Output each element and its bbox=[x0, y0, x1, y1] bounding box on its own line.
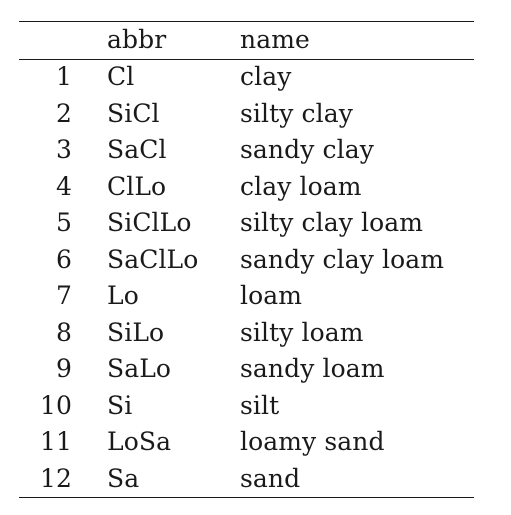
row-name: clay loam bbox=[240, 172, 362, 201]
row-abbr: SaClLo bbox=[107, 245, 199, 274]
table-row: 8 SiLo silty loam bbox=[19, 315, 474, 351]
row-index: 5 bbox=[55, 208, 72, 237]
row-index: 7 bbox=[55, 281, 72, 310]
row-name: sandy loam bbox=[240, 354, 385, 383]
table-row: 6 SaClLo sandy clay loam bbox=[19, 242, 474, 278]
table-row: 11 LoSa loamy sand bbox=[19, 424, 474, 460]
table-header-row: abbr name bbox=[19, 22, 474, 58]
row-abbr: SiClLo bbox=[107, 208, 192, 237]
header-abbr: abbr bbox=[107, 25, 167, 54]
row-index: 10 bbox=[39, 391, 72, 420]
table-row: 4 ClLo clay loam bbox=[19, 169, 474, 205]
row-name: sand bbox=[240, 464, 301, 493]
row-name: silt bbox=[240, 391, 280, 420]
row-name: silty clay loam bbox=[240, 208, 424, 237]
row-abbr: SaCl bbox=[107, 135, 167, 164]
row-abbr: ClLo bbox=[107, 172, 167, 201]
row-name: silty loam bbox=[240, 318, 364, 347]
row-index: 3 bbox=[55, 135, 72, 164]
row-index: 1 bbox=[55, 62, 72, 91]
table-bottom-rule bbox=[19, 497, 474, 499]
row-abbr: Sa bbox=[107, 464, 140, 493]
table-row: 7 Lo loam bbox=[19, 278, 474, 314]
row-name: silty clay bbox=[240, 99, 353, 128]
row-index: 11 bbox=[39, 427, 72, 456]
table-row: 12 Sa sand bbox=[19, 461, 474, 497]
table-row: 10 Si silt bbox=[19, 388, 474, 424]
row-name: sandy clay bbox=[240, 135, 374, 164]
row-index: 2 bbox=[55, 99, 72, 128]
table-row: 5 SiClLo silty clay loam bbox=[19, 205, 474, 241]
row-abbr: Cl bbox=[107, 62, 135, 91]
table-row: 1 Cl clay bbox=[19, 59, 474, 95]
table-header-rule bbox=[19, 59, 474, 60]
table-row: 3 SaCl sandy clay bbox=[19, 132, 474, 168]
row-name: loam bbox=[240, 281, 303, 310]
row-index: 8 bbox=[55, 318, 72, 347]
row-abbr: LoSa bbox=[107, 427, 172, 456]
row-abbr: SiLo bbox=[107, 318, 165, 347]
row-abbr: Si bbox=[107, 391, 133, 420]
row-index: 9 bbox=[55, 354, 72, 383]
row-abbr: SiCl bbox=[107, 99, 160, 128]
row-index: 6 bbox=[55, 245, 72, 274]
row-index: 4 bbox=[55, 172, 72, 201]
row-abbr: SaLo bbox=[107, 354, 172, 383]
row-abbr: Lo bbox=[107, 281, 139, 310]
row-name: loamy sand bbox=[240, 427, 385, 456]
row-name: sandy clay loam bbox=[240, 245, 445, 274]
header-name: name bbox=[240, 25, 310, 54]
table-row: 2 SiCl silty clay bbox=[19, 96, 474, 132]
row-index: 12 bbox=[39, 464, 72, 493]
row-name: clay bbox=[240, 62, 292, 91]
table-top-rule bbox=[19, 21, 474, 23]
table-row: 9 SaLo sandy loam bbox=[19, 351, 474, 387]
